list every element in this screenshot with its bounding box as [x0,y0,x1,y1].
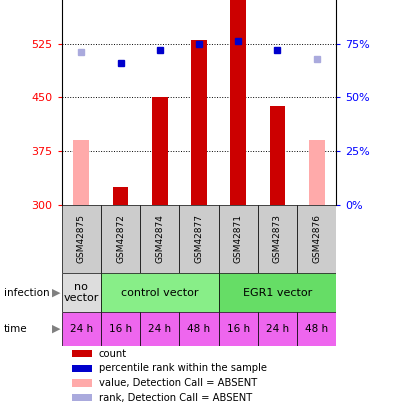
Bar [72,394,92,401]
Bar [101,312,140,346]
Text: 24 h: 24 h [266,324,289,334]
Text: GSM42876: GSM42876 [312,215,321,263]
Bar [101,273,219,312]
Bar [179,312,219,346]
Text: no
vector: no vector [64,282,99,303]
Bar [269,106,285,205]
Bar [152,97,168,205]
Bar [72,365,92,372]
Bar [219,273,336,312]
Bar [258,205,297,273]
Bar [179,205,219,273]
Text: percentile rank within the sample: percentile rank within the sample [99,363,267,373]
Text: rank, Detection Call = ABSENT: rank, Detection Call = ABSENT [99,393,252,403]
Text: GSM42874: GSM42874 [155,215,164,263]
Text: infection: infection [4,288,50,298]
Bar [258,312,297,346]
Bar [72,379,92,386]
Bar [297,205,336,273]
Text: 16 h: 16 h [227,324,250,334]
Bar [113,187,129,205]
Bar [72,350,92,357]
Text: 24 h: 24 h [70,324,93,334]
Text: value, Detection Call = ABSENT: value, Detection Call = ABSENT [99,378,257,388]
Text: GSM42873: GSM42873 [273,215,282,263]
Text: GSM42877: GSM42877 [195,215,203,263]
Bar [140,205,179,273]
Text: time: time [4,324,27,334]
Text: GSM42872: GSM42872 [116,215,125,263]
Bar [297,312,336,346]
Text: 48 h: 48 h [305,324,328,334]
Bar [74,140,89,205]
Text: 16 h: 16 h [109,324,132,334]
Text: control vector: control vector [121,288,199,298]
Text: count: count [99,349,127,358]
Text: GSM42871: GSM42871 [234,215,243,263]
Bar [191,40,207,205]
Bar [219,205,258,273]
Bar [62,273,101,312]
Bar [101,205,140,273]
Text: ▶: ▶ [52,324,60,334]
Bar [62,312,101,346]
Text: EGR1 vector: EGR1 vector [243,288,312,298]
Bar [140,312,179,346]
Text: GSM42875: GSM42875 [77,215,86,263]
Bar [230,0,246,205]
Bar [309,140,324,205]
Bar [62,205,101,273]
Bar [219,312,258,346]
Text: ▶: ▶ [52,288,60,298]
Text: 24 h: 24 h [148,324,171,334]
Text: 48 h: 48 h [187,324,211,334]
